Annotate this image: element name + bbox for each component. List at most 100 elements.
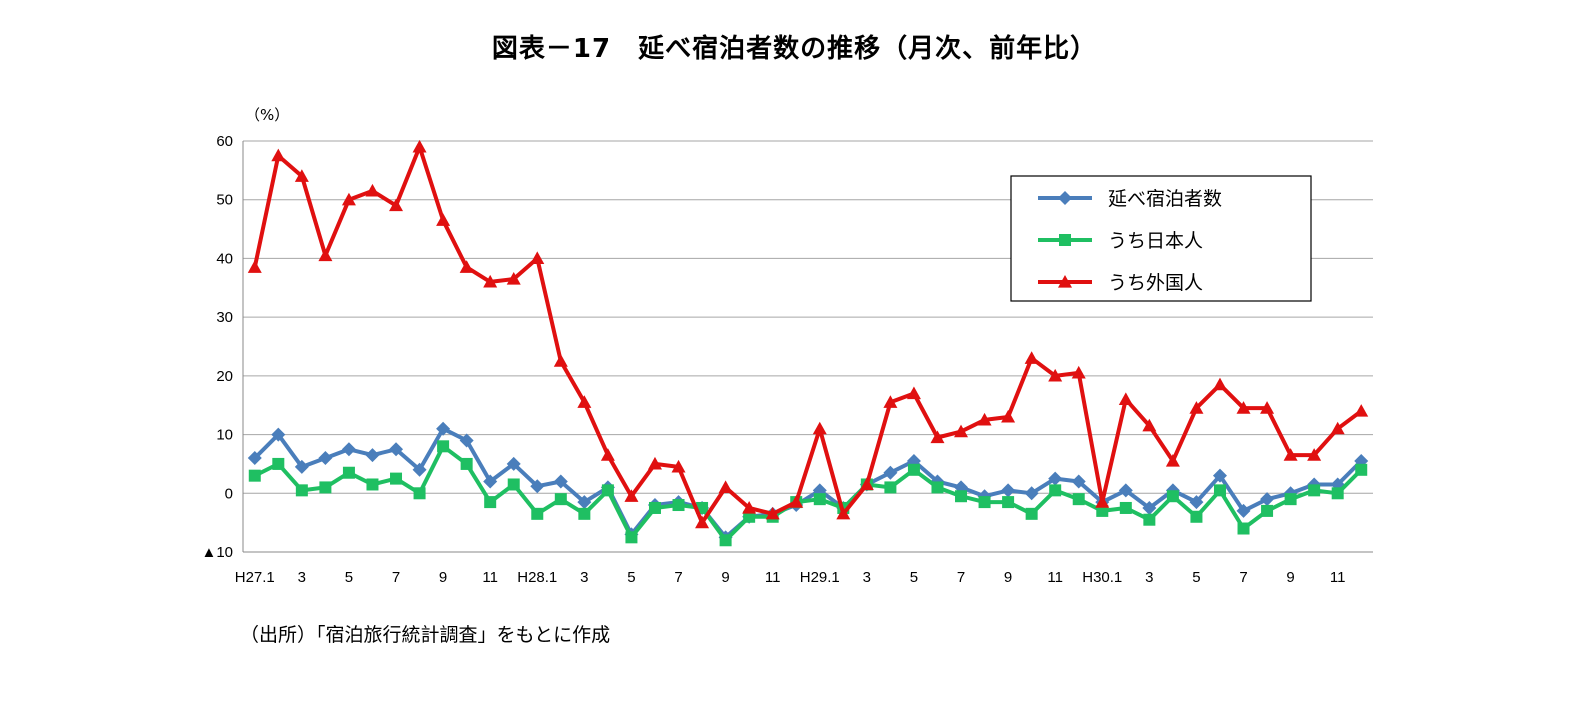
- data-point: [366, 478, 379, 491]
- data-point: [577, 495, 592, 510]
- x-tick-label: 11: [1330, 569, 1346, 586]
- data-point: [1212, 468, 1227, 483]
- data-point: [742, 500, 757, 514]
- data-point: [1308, 484, 1321, 497]
- data-point: [671, 459, 686, 473]
- data-point: [271, 427, 286, 442]
- data-point: [577, 395, 592, 408]
- data-point: [1024, 351, 1039, 364]
- data-point: [977, 412, 992, 426]
- series-3: [247, 139, 1369, 529]
- data-point: [931, 481, 944, 494]
- data-point: [530, 479, 545, 494]
- x-tick-label: H28.1: [517, 569, 557, 586]
- y-axis-unit-label: （%）: [245, 106, 290, 124]
- data-point: [954, 424, 969, 438]
- data-point: [813, 493, 826, 506]
- y-tick-label: ▲10: [201, 544, 233, 561]
- x-tick-label: 5: [1192, 569, 1200, 586]
- x-tick-label: 5: [627, 569, 635, 586]
- data-point: [1165, 453, 1180, 467]
- data-point: [1001, 483, 1016, 498]
- legend-marker: [1059, 234, 1071, 246]
- data-point: [1284, 493, 1297, 506]
- data-point: [1048, 368, 1063, 382]
- data-point: [883, 465, 898, 480]
- x-tick-label: 5: [345, 569, 353, 586]
- data-point: [365, 448, 380, 463]
- series-line: [252, 144, 1363, 525]
- data-point: [507, 478, 520, 491]
- data-point: [743, 510, 756, 523]
- data-point: [506, 271, 521, 285]
- data-point: [436, 421, 451, 436]
- data-point: [1260, 492, 1275, 507]
- data-point: [295, 484, 308, 497]
- data-point: [437, 440, 450, 453]
- x-tick-label: H29.1: [800, 569, 840, 586]
- data-point: [294, 459, 309, 474]
- y-axis-ticks: 60 50 40 30 20 10 0 ▲10: [201, 133, 233, 561]
- data-point: [530, 251, 545, 265]
- data-point: [1355, 463, 1368, 476]
- legend-label: 延べ宿泊者数: [1108, 188, 1222, 210]
- series-group: [247, 139, 1369, 547]
- data-point: [484, 496, 497, 509]
- x-axis-ticks: H27.1 3 5 7 9 11 H28.1 3 5 7 9 11 H29.1 3 5 7 9 11 H30.1 3 5…: [235, 569, 1346, 586]
- data-point: [412, 462, 427, 477]
- data-point: [341, 442, 356, 457]
- data-point: [789, 495, 804, 508]
- x-tick-label: 5: [910, 569, 918, 586]
- data-point: [318, 451, 333, 466]
- data-point: [341, 192, 356, 206]
- data-point: [413, 487, 426, 500]
- y-tick-label: 10: [216, 427, 233, 444]
- data-point: [248, 469, 261, 482]
- x-tick-label: 3: [298, 569, 306, 586]
- data-point: [1212, 377, 1227, 391]
- data-point: [1166, 490, 1179, 503]
- data-point: [506, 456, 521, 471]
- data-point: [1143, 513, 1156, 526]
- data-point: [272, 457, 285, 470]
- data-point: [459, 433, 474, 448]
- data-point: [1260, 401, 1275, 414]
- data-point: [389, 442, 404, 457]
- data-point: [907, 463, 920, 476]
- legend-label: うち外国人: [1108, 272, 1203, 294]
- data-point: [483, 474, 498, 489]
- x-tick-label: 3: [863, 569, 871, 586]
- x-tick-label: 11: [1047, 569, 1063, 586]
- data-point: [1001, 409, 1016, 423]
- data-point: [553, 474, 568, 489]
- legend-marker: [1058, 275, 1072, 288]
- data-point: [1237, 522, 1250, 535]
- x-tick-label: 7: [957, 569, 965, 586]
- data-point: [554, 493, 567, 506]
- x-tick-label: 9: [721, 569, 729, 586]
- data-point: [719, 534, 732, 547]
- data-point: [1072, 493, 1085, 506]
- data-point: [1118, 483, 1133, 498]
- data-point: [884, 481, 897, 494]
- data-point: [978, 496, 991, 509]
- data-point: [318, 248, 333, 262]
- x-tick-label: 11: [765, 569, 781, 586]
- source-note: （出所）「宿泊旅行統計調査」をもとに作成: [240, 624, 611, 646]
- data-point: [1190, 510, 1203, 523]
- data-point: [436, 213, 451, 226]
- data-point: [412, 139, 427, 153]
- x-tick-label: H30.1: [1082, 569, 1122, 586]
- y-tick-label: 40: [216, 250, 233, 267]
- data-point: [553, 354, 568, 367]
- x-tick-label: 9: [439, 569, 447, 586]
- data-point: [812, 421, 827, 435]
- data-point: [1119, 501, 1132, 514]
- data-point: [625, 531, 638, 544]
- x-tick-label: 9: [1004, 569, 1012, 586]
- x-tick-label: 9: [1286, 569, 1294, 586]
- data-point: [930, 430, 945, 444]
- x-tick-label: 7: [392, 569, 400, 586]
- data-point: [647, 456, 662, 470]
